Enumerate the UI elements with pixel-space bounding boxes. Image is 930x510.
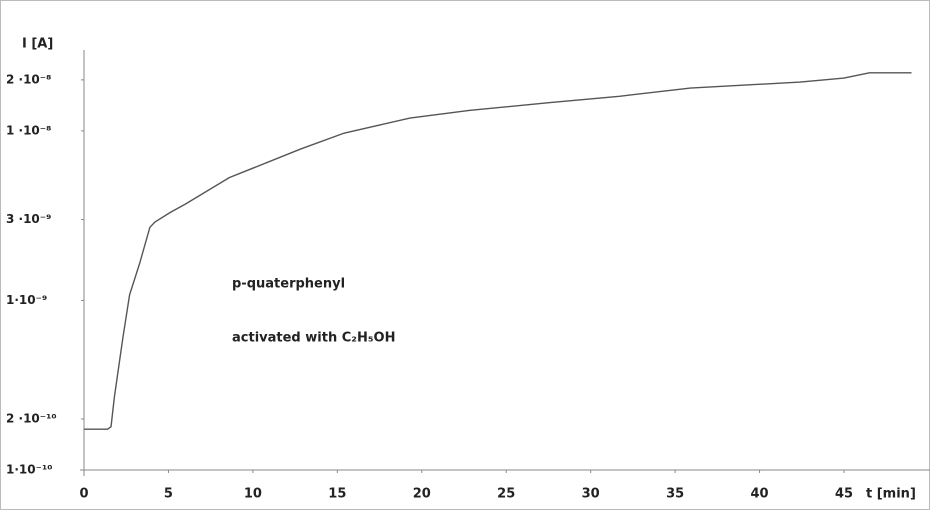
- annotation: activated with C₂H₅OH: [232, 331, 395, 346]
- y-tick-label: 1·10⁻⁹: [6, 293, 47, 307]
- y-tick-label: 2 ·10⁻¹⁰: [6, 411, 57, 425]
- x-tick-label: 10: [244, 487, 262, 502]
- x-axis-label: t [min]: [866, 487, 916, 502]
- x-tick-label: 35: [666, 487, 684, 502]
- y-tick-label: 1·10⁻¹⁰: [6, 463, 52, 477]
- x-tick-label: 15: [328, 487, 346, 502]
- x-tick-label: 25: [497, 487, 515, 502]
- x-tick-label: 0: [79, 487, 88, 502]
- y-tick-label: 2 ·10⁻⁸: [6, 72, 51, 86]
- x-tick-label: 30: [582, 487, 600, 502]
- x-tick-label: 5: [164, 487, 173, 502]
- y-tick-label: 1 ·10⁻⁸: [6, 123, 51, 137]
- annotation: p-quaterphenyl: [232, 277, 345, 292]
- y-tick-label: 3 ·10⁻⁹: [6, 212, 51, 226]
- x-tick-label: 45: [835, 487, 853, 502]
- data-line: [84, 72, 912, 430]
- x-tick-label: 20: [413, 487, 431, 502]
- x-tick-label: 40: [751, 487, 769, 502]
- y-axis-label: I [A]: [22, 37, 53, 52]
